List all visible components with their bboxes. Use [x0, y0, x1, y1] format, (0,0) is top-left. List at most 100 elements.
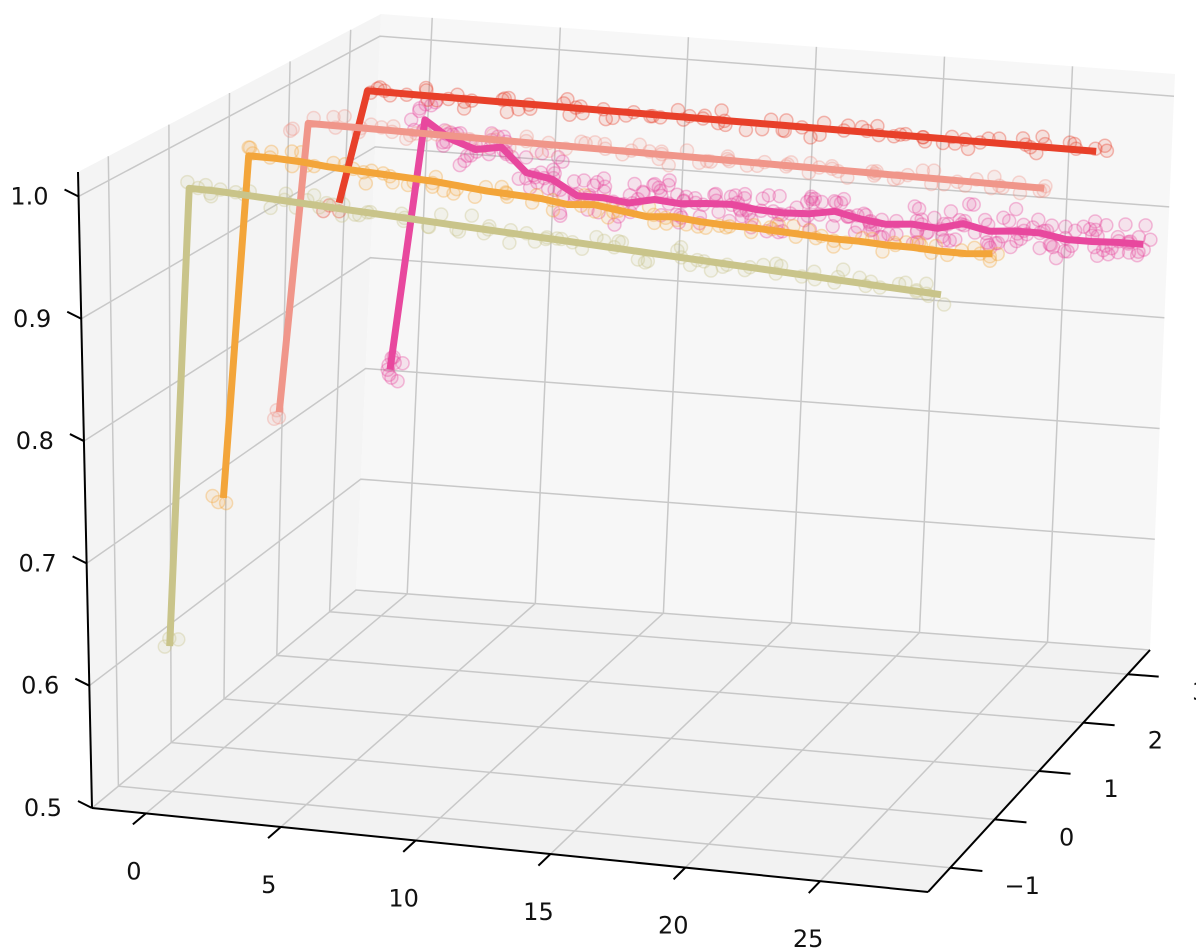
scatter-point [555, 154, 570, 169]
scatter-point [1031, 212, 1046, 228]
scatter-point [1003, 239, 1018, 255]
scatter-point [586, 178, 602, 193]
scatter-point [803, 191, 819, 207]
scatter-point [936, 233, 952, 248]
scatter-point [911, 201, 927, 217]
scatter-point [651, 180, 667, 196]
x-tick-mark [402, 839, 417, 853]
x-tick-mark [672, 866, 686, 881]
scatter-point [943, 204, 959, 219]
y-tick-mark [1083, 721, 1115, 727]
scatter-point [1099, 218, 1114, 233]
z-tick-mark [77, 800, 93, 809]
chart-grid [78, 17, 1175, 882]
y-tick-label: 0 [1059, 823, 1074, 851]
scatter-point [502, 235, 517, 251]
scatter-point [1057, 243, 1072, 259]
scatter-point [772, 188, 787, 204]
x-tick-label: 10 [388, 885, 419, 913]
z-tick-label: 0.6 [21, 672, 59, 700]
z-tick-mark [69, 433, 85, 442]
scatter-point [825, 219, 840, 234]
floor-pane [92, 590, 1150, 892]
z-tick-label: 1.0 [10, 182, 48, 210]
scatter-point [395, 355, 410, 371]
scatter-point [597, 179, 613, 195]
scatter-point [936, 297, 952, 312]
scatter-point [761, 188, 777, 203]
scatter-point [205, 488, 220, 504]
scatter-point [942, 233, 957, 248]
scatter-point [1089, 248, 1105, 264]
scatter-point [607, 217, 622, 232]
scatter-point [814, 194, 829, 210]
x-tick-label: 15 [523, 898, 554, 926]
scatter-point [827, 194, 842, 209]
scatter-point [390, 373, 405, 389]
back-pane [356, 14, 1175, 650]
z-tick-label: 0.5 [24, 794, 62, 822]
scatter-point [1048, 250, 1064, 266]
scatter-point [412, 101, 427, 116]
scatter-point [285, 121, 300, 137]
scatter-point [988, 235, 1003, 251]
scatter-point [708, 186, 724, 202]
z-tick-label: 0.8 [16, 427, 54, 455]
scatter-point [553, 208, 568, 223]
scatter-point [807, 191, 823, 207]
series-line [219, 152, 993, 499]
scatter-point [799, 194, 815, 210]
scatter-point [962, 196, 977, 212]
scatter-point [436, 138, 451, 153]
chart-axes [64, 171, 1159, 894]
x-tick-label: 0 [126, 857, 141, 885]
x-tick-mark [537, 853, 552, 867]
x-tick-mark [132, 812, 147, 826]
series-line [166, 184, 942, 647]
x-axis-line [91, 807, 929, 893]
z-tick-label: 0.9 [13, 305, 51, 333]
scatter-point [647, 176, 662, 192]
grid-line-z [88, 478, 1155, 687]
y-tick-mark [1127, 673, 1159, 678]
grid-line-z [86, 367, 1160, 565]
z-tick-label: 0.7 [18, 549, 56, 577]
scatter-point [661, 177, 676, 193]
series-line [275, 119, 1045, 413]
x-tick-label: 20 [658, 912, 689, 940]
scatter-point [457, 153, 472, 169]
x-tick-label: 5 [261, 871, 276, 899]
scatter-point [266, 411, 282, 427]
x-tick-mark [808, 880, 821, 894]
scatter-point [1044, 218, 1060, 233]
scatter-point [384, 370, 399, 385]
scatter-point [836, 191, 852, 207]
scatter-point [833, 195, 849, 211]
x-tick-label: 25 [793, 925, 824, 952]
scatter-point [1087, 214, 1103, 229]
series-line [335, 87, 1097, 204]
scatter-point [358, 176, 374, 191]
chart-panes [78, 14, 1175, 892]
scatter-point [499, 104, 515, 120]
scatter-point [804, 189, 819, 205]
scatter-point [1082, 222, 1098, 237]
scatter-point [835, 262, 851, 277]
scatter-point [662, 173, 677, 188]
scatter-point [979, 235, 995, 250]
scatter-point [412, 103, 427, 119]
scatter-point [456, 101, 472, 116]
scatter-point [550, 150, 566, 165]
chart-lines [166, 87, 1144, 647]
scatter-point [1088, 222, 1103, 238]
scatter-point [464, 208, 480, 223]
scatter-point [211, 494, 226, 510]
grid-line-z [78, 35, 1175, 198]
scatter-point [1032, 240, 1047, 256]
scatter-point [990, 235, 1006, 251]
scatter-point [282, 123, 298, 138]
scatter-point [518, 150, 534, 165]
scatter-point [1143, 232, 1158, 247]
scatter-point [1008, 201, 1024, 217]
z-tick-mark [66, 310, 82, 320]
